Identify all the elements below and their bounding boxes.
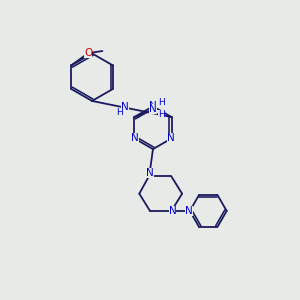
Text: O: O bbox=[84, 47, 92, 58]
Text: N: N bbox=[167, 134, 175, 143]
Text: N: N bbox=[149, 101, 157, 111]
Text: N: N bbox=[149, 104, 157, 114]
Text: H: H bbox=[158, 110, 165, 119]
Text: H: H bbox=[116, 108, 123, 117]
Text: N: N bbox=[131, 134, 139, 143]
Text: N: N bbox=[146, 168, 154, 178]
Text: N: N bbox=[169, 206, 176, 216]
Text: N: N bbox=[122, 102, 129, 112]
Text: N: N bbox=[185, 206, 193, 216]
Text: H: H bbox=[158, 98, 165, 107]
